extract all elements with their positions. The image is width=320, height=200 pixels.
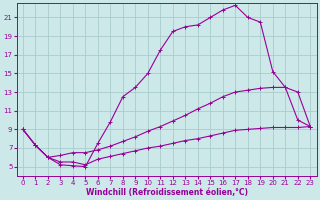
X-axis label: Windchill (Refroidissement éolien,°C): Windchill (Refroidissement éolien,°C) — [85, 188, 248, 197]
